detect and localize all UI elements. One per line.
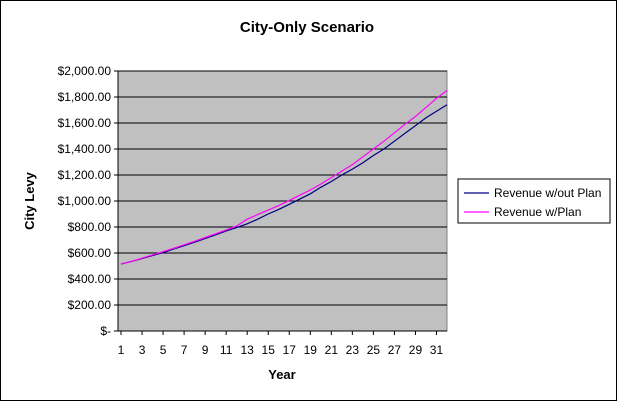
y-tick-label: $1,000.00 [58,194,112,208]
y-tick-label: $1,600.00 [58,116,112,130]
grid-lines [118,70,447,306]
x-tick-label: 29 [409,343,423,357]
legend-box [457,178,611,224]
x-tick-label: 27 [388,343,402,357]
x-tick-label: 23 [346,343,360,357]
y-tick-label: $1,800.00 [58,90,112,104]
x-tick-label: 17 [283,343,297,357]
y-axis-tick-labels: $- $200.00 $400.00 $600.00 $800.00 $1,000.00 $… [58,64,118,338]
chart-title: City-Only Scenario [240,19,374,36]
x-tick-label: 11 [220,343,233,357]
series-line-1 [120,90,448,265]
x-axis-tick-labels: 1 3 5 7 9 11 13 15 17 19 21 23 25 27 29 31 [118,331,444,357]
y-tick-label: $400.00 [68,272,112,286]
x-tick-label: 1 [118,343,125,357]
y-tick-label: $200.00 [68,298,112,312]
x-tick-label: 25 [367,343,381,357]
series-lines [120,90,448,265]
x-tick-label: 21 [325,343,339,357]
y-tick-label: $2,000.00 [58,64,112,78]
x-axis-title: Year [268,367,295,382]
y-tick-label: $- [100,324,111,338]
x-tick-label: 19 [304,343,318,357]
x-tick-label: 3 [139,343,146,357]
y-tick-label: $1,400.00 [58,142,112,156]
x-tick-label: 31 [430,343,444,357]
x-tick-label: 7 [181,343,188,357]
x-tick-label: 15 [262,343,276,357]
legend-label-revenue-without-plan: Revenue w/out Plan [494,186,601,200]
y-axis-title: City Levy [22,171,37,230]
y-tick-label: $800.00 [68,220,112,234]
y-tick-label: $600.00 [68,246,112,260]
x-tick-label: 5 [160,343,167,357]
x-tick-label: 9 [202,343,209,357]
legend: Revenue w/out Plan Revenue w/Plan [457,178,611,224]
legend-label-revenue-with-plan: Revenue w/Plan [494,205,581,219]
y-tick-label: $1,200.00 [58,168,112,182]
x-tick-label: 13 [241,343,255,357]
series-line-0 [120,104,448,265]
axes [117,71,447,332]
